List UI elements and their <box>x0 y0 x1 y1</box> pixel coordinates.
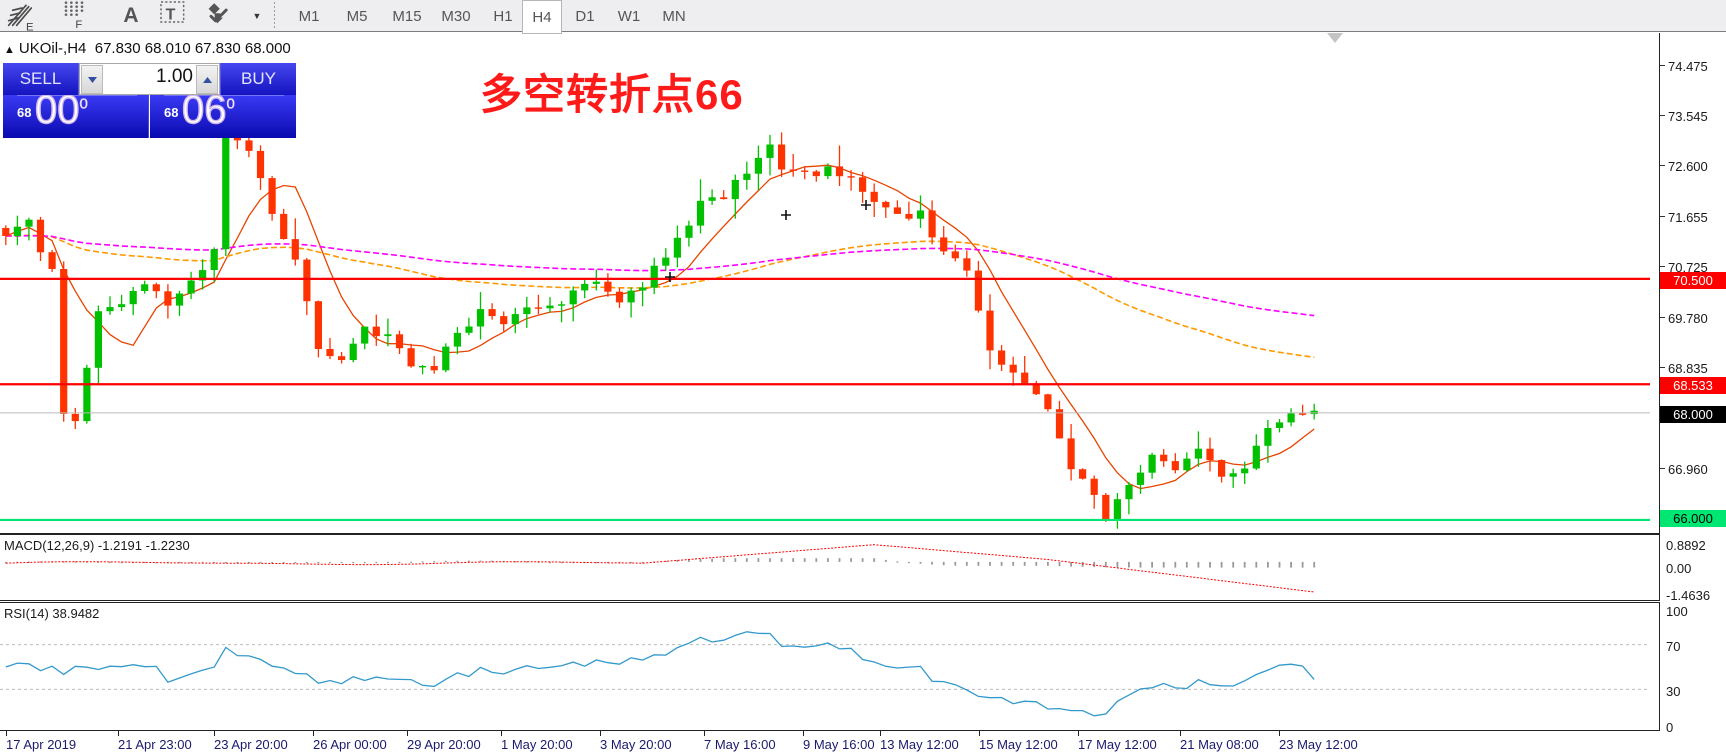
svg-text:T: T <box>166 6 176 23</box>
svg-text:E: E <box>26 22 34 32</box>
svg-text:F: F <box>75 19 82 31</box>
